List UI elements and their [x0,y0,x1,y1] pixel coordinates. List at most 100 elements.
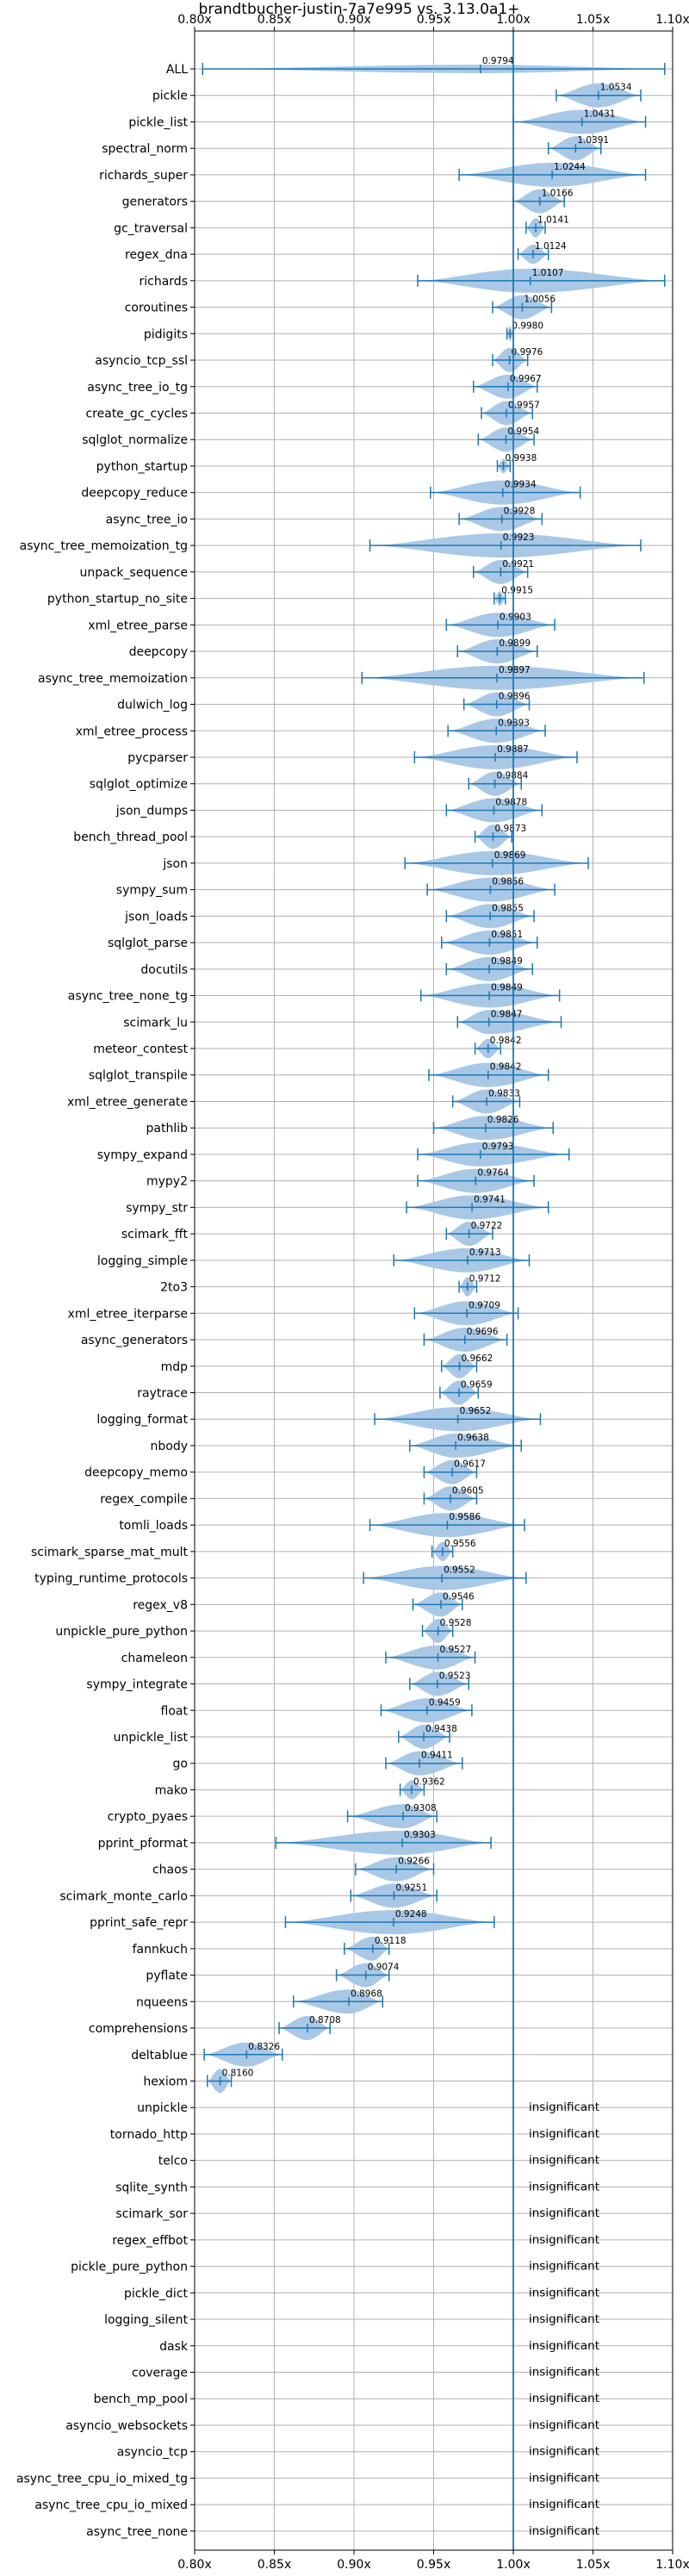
x-tick-label-bottom: 0.80x [177,2558,211,2572]
value-label: 0.9362 [413,1776,445,1787]
category-label: python_startup [96,460,188,474]
value-label: 0.9842 [490,1036,522,1046]
category-label: sqlglot_transpile [89,1069,188,1083]
category-label: pprint_pformat [98,1837,189,1851]
category-label: spectral_norm [102,142,188,156]
value-label: 0.8326 [248,2042,280,2052]
category-label: logging_format [96,1413,188,1427]
category-label: regex_effbot [112,2234,188,2248]
category-label: 2to3 [160,1281,188,1295]
category-label: logging_silent [104,2313,188,2327]
category-label: deepcopy_memo [84,1466,188,1480]
value-label: 0.9709 [469,1300,500,1310]
value-label: 0.9638 [457,1433,489,1443]
category-label: async_tree_memoization_tg [20,539,188,553]
insignificant-label: insignificant [529,2206,599,2220]
value-label: 0.9899 [499,638,531,649]
x-tick-label-top: 1.00x [496,13,530,27]
category-label: deepcopy_reduce [81,487,188,501]
value-label: 0.9976 [512,347,543,358]
category-label: tornado_http [110,2128,188,2142]
category-label: sympy_expand [97,1148,188,1162]
category-label: unpickle_list [114,1731,189,1745]
category-label: regex_compile [100,1492,188,1506]
category-label: dask [159,2340,189,2354]
category-label: json_dumps [115,804,188,818]
category-label: crypto_pyaes [108,1810,188,1824]
category-label: async_generators [81,1334,188,1347]
value-label: 0.9459 [429,1697,461,1708]
category-label: mypy2 [146,1175,188,1189]
category-label: scimark_fft [121,1228,189,1241]
value-label: 0.9696 [467,1327,499,1337]
value-label: 1.0124 [535,241,567,252]
category-label: scimark_sor [115,2207,188,2221]
category-label: meteor_contest [93,1042,188,1056]
category-label: pidigits [144,327,188,341]
category-label: async_tree_cpu_io_mixed [34,2498,188,2512]
value-label: 0.9856 [492,877,524,887]
value-label: 0.9266 [398,1857,430,1867]
category-label: create_gc_cycles [85,407,188,420]
insignificant-label: insignificant [529,2392,599,2405]
value-label: 1.0107 [532,268,564,278]
category-label: coverage [132,2367,188,2380]
category-label: bench_mp_pool [94,2392,188,2406]
category-label: gc_traversal [114,221,188,235]
category-label: sympy_integrate [86,1678,188,1692]
category-label: pickle_dict [124,2287,189,2300]
value-label: 1.0244 [554,162,586,172]
value-label: 0.9833 [488,1088,520,1098]
x-tick-label-top: 0.85x [258,13,291,27]
value-label: 0.9967 [510,374,542,384]
category-label: fannkuch [133,1943,188,1957]
x-tick-label-top: 1.05x [576,13,610,27]
category-label: scimark_sparse_mat_mult [31,1546,188,1559]
value-label: 0.9552 [444,1565,475,1576]
value-label: 0.9849 [491,956,523,967]
value-label: 1.0056 [524,295,556,305]
category-label: async_tree_io [106,513,188,526]
category-label: sqlglot_normalize [82,433,188,447]
value-label: 0.9878 [495,797,527,807]
value-label: 0.9873 [495,824,527,834]
category-label: tomli_loads [119,1519,188,1533]
insignificant-label: insignificant [529,2127,599,2141]
x-tick-label-bottom: 0.95x [417,2558,450,2572]
category-label: json [162,857,188,871]
category-label: asyncio_tcp [117,2446,188,2460]
category-label: unpickle [137,2101,188,2115]
x-tick-label-bottom: 1.00x [496,2558,530,2572]
category-label: hexiom [143,2075,188,2088]
value-label: 1.0141 [537,215,569,225]
category-label: pickle [152,90,188,103]
value-label: 0.9722 [471,1221,503,1231]
category-label: ALL [166,63,188,77]
value-label: 0.9793 [482,1142,514,1152]
value-label: 0.9934 [505,480,537,490]
value-label: 0.8160 [222,2068,254,2078]
insignificant-label: insignificant [529,2418,599,2432]
value-label: 1.0431 [584,109,616,119]
insignificant-label: insignificant [529,2339,599,2353]
insignificant-label: insignificant [529,2366,599,2380]
category-label: regex_v8 [133,1598,188,1612]
category-label: mako [155,1783,188,1797]
value-label: 0.9546 [443,1591,475,1602]
category-label: deltablue [131,2049,188,2063]
value-label: 0.9411 [421,1751,453,1761]
value-label: 0.9923 [503,532,535,543]
value-label: 0.9896 [499,692,531,702]
value-label: 0.9903 [500,612,531,622]
category-label: pickle_pure_python [71,2261,188,2274]
category-label: scimark_lu [123,1016,188,1030]
category-label: regex_dna [125,248,188,262]
category-label: pycparser [127,751,188,765]
category-label: nqueens [136,1995,188,2009]
category-label: async_tree_none [86,2525,188,2539]
insignificant-label: insignificant [529,2524,599,2538]
category-label: sympy_sum [116,884,188,898]
value-label: 0.9303 [404,1830,436,1840]
category-label: pickle_list [128,115,188,129]
value-label: 0.9847 [491,1009,523,1019]
